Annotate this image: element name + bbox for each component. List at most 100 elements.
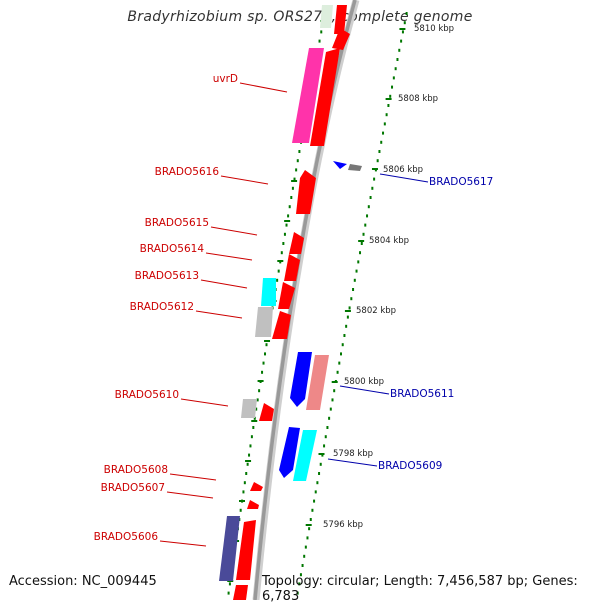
gene-feature-brado5610-gray — [241, 399, 257, 418]
gene-feature-brado5615 — [289, 232, 304, 254]
tick-mark — [316, 481, 319, 485]
major-tick-mark — [251, 420, 258, 422]
leader-line-brado5614 — [205, 252, 253, 261]
tick-mark — [324, 435, 327, 439]
gene-label-brado5609: BRADO5609 — [378, 460, 442, 472]
tick-mark — [360, 242, 363, 245]
tick-mark — [313, 499, 316, 503]
tick-mark — [258, 389, 261, 393]
genome-title: Bradyrhizobium sp. ORS278, complete geno… — [127, 9, 473, 25]
leader-line-brado5608 — [169, 473, 217, 481]
tick-mark — [295, 168, 298, 172]
gene-feature-top-red — [334, 5, 347, 34]
tick-mark — [290, 196, 293, 199]
tick-mark — [250, 435, 253, 439]
tick-mark — [345, 324, 348, 328]
gene-features — [219, 5, 362, 600]
gene-feature-brado5617-arrow — [333, 161, 347, 169]
tick-mark — [366, 214, 369, 218]
gene-feature-brado5612-red — [272, 311, 291, 339]
tick-mark — [309, 518, 312, 521]
tick-mark — [383, 122, 386, 126]
gene-feature-brado5609-blue — [279, 427, 300, 478]
tick-mark — [323, 444, 326, 448]
tick-mark — [239, 508, 242, 512]
gene-feature-bottom-red — [233, 585, 248, 600]
tick-mark — [308, 527, 311, 531]
major-tick-mark — [291, 180, 298, 182]
tick-mark — [387, 104, 390, 107]
scale-label-5800: 5800 kbp — [344, 377, 384, 387]
gene-label-brado5615: BRADO5615 — [145, 217, 209, 229]
accession-text: Accession: NC_009445 — [9, 574, 157, 589]
tick-mark — [398, 48, 401, 52]
tick-mark — [385, 113, 388, 117]
tick-mark — [227, 591, 230, 595]
gene-feature-top-green — [320, 5, 333, 28]
tick-mark — [331, 398, 334, 402]
gene-label-brado5614: BRADO5614 — [140, 243, 205, 255]
gene-feature-brado5617-gray — [348, 164, 362, 171]
major-tick-mark — [264, 340, 271, 342]
tick-mark — [329, 407, 332, 411]
label-leaders — [159, 82, 429, 547]
tick-mark — [288, 205, 291, 209]
scale-label-5810: 5810 kbp — [414, 24, 454, 34]
tick-mark — [252, 426, 255, 429]
gene-label-brado5616: BRADO5616 — [155, 166, 220, 178]
gene-feature-brado5609-cyan — [293, 430, 317, 481]
gene-feature-uvrD-red — [310, 48, 340, 146]
leader-line-brado5609 — [327, 458, 378, 467]
leader-line-brado5616 — [220, 175, 269, 185]
gene-label-brado5611: BRADO5611 — [390, 388, 454, 400]
tick-mark — [350, 297, 353, 301]
tick-mark — [333, 389, 336, 393]
tick-mark — [299, 573, 302, 577]
major-tick-mark — [277, 260, 284, 262]
tick-mark — [400, 39, 403, 43]
tick-mark — [253, 416, 256, 420]
gene-feature-brado5607 — [247, 500, 259, 509]
gene-label-brado5607: BRADO5607 — [101, 482, 165, 494]
tick-mark — [277, 269, 280, 273]
tick-mark — [228, 582, 231, 586]
tick-mark — [392, 76, 395, 80]
tick-mark — [341, 343, 344, 347]
gene-feature-top-red-arrow — [332, 28, 350, 50]
tick-mark — [246, 462, 249, 466]
tick-mark — [287, 214, 290, 218]
tick-mark — [362, 232, 365, 236]
gene-label-uvrd: uvrD — [213, 73, 238, 85]
gene-label-brado5617: BRADO5617 — [429, 176, 493, 188]
leader-line-brado5607 — [166, 491, 214, 499]
tick-mark — [382, 131, 385, 135]
tick-mark — [264, 352, 267, 356]
tick-mark — [371, 186, 374, 190]
leader-line-uvrd — [239, 82, 288, 93]
tick-mark — [367, 205, 370, 209]
gene-label-brado5608: BRADO5608 — [104, 464, 168, 476]
major-tick-mark — [239, 500, 245, 502]
tick-mark — [389, 94, 392, 98]
tick-mark — [296, 591, 299, 595]
tick-mark — [340, 352, 343, 356]
tick-mark — [303, 554, 306, 558]
leader-line-brado5617 — [379, 173, 429, 183]
tick-mark — [405, 12, 408, 15]
tick-mark — [249, 444, 252, 448]
scale-label-5806: 5806 kbp — [383, 165, 423, 175]
tick-mark — [301, 564, 304, 567]
leader-line-brado5610 — [180, 398, 229, 407]
tick-mark — [355, 269, 358, 273]
tick-mark — [285, 223, 288, 227]
scale-label-5802: 5802 kbp — [356, 306, 396, 316]
leader-line-brado5611 — [339, 385, 390, 395]
tick-mark — [380, 140, 383, 144]
scale-label-5804: 5804 kbp — [369, 236, 409, 246]
tick-mark — [242, 490, 245, 494]
gene-feature-brado5613-cyan — [261, 278, 276, 306]
tick-mark — [401, 30, 404, 34]
major-tick-mark — [305, 524, 312, 526]
gene-feature-brado5612-gray — [255, 307, 273, 337]
leader-line-brado5613 — [200, 279, 248, 289]
